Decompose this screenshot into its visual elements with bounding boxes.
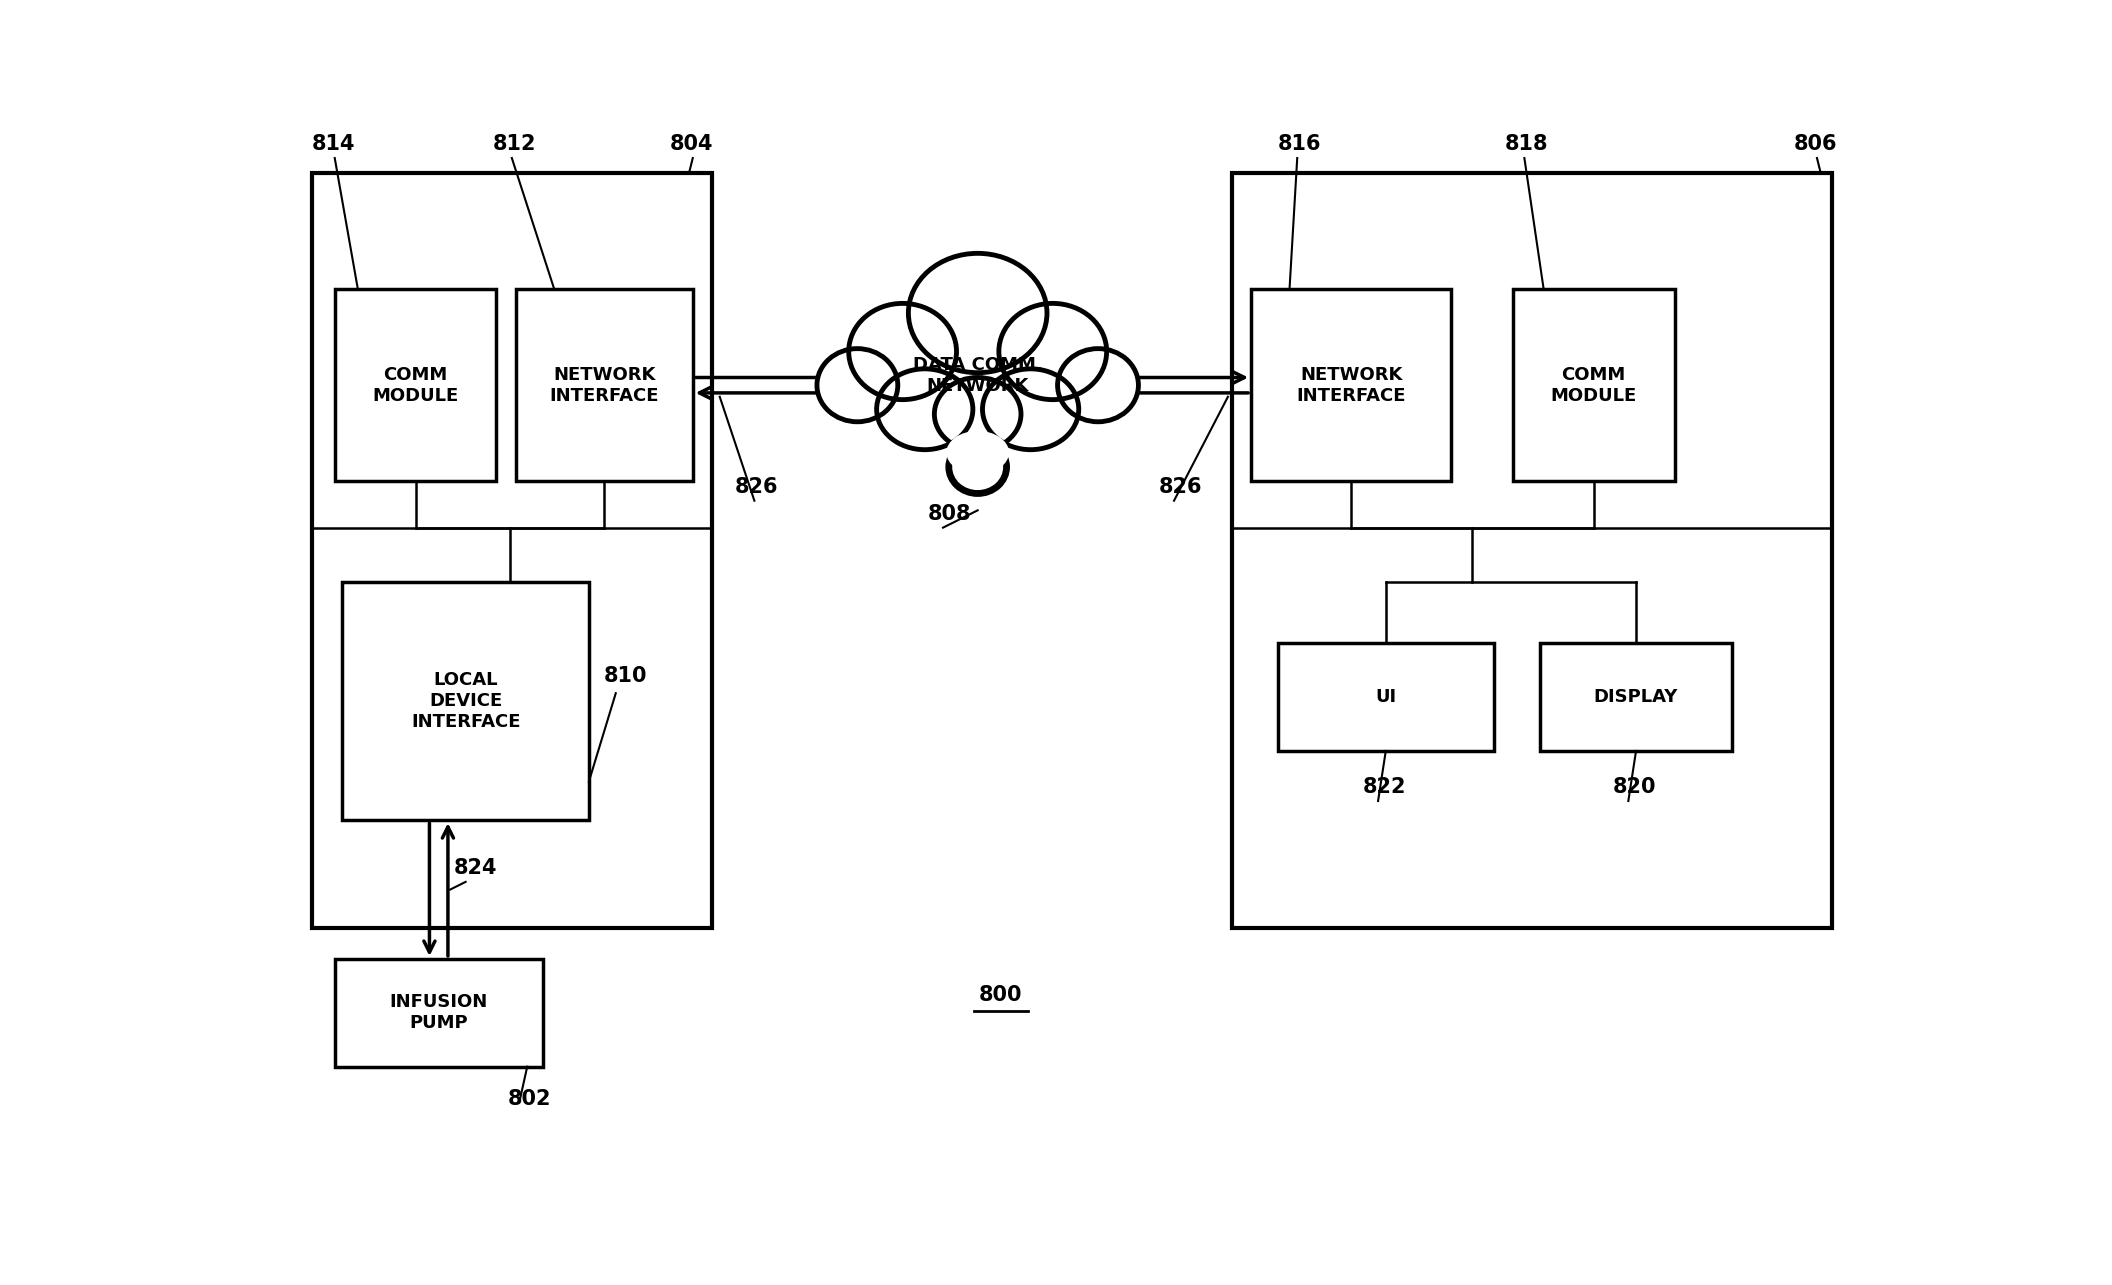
Text: 812: 812 bbox=[492, 134, 536, 154]
Bar bbox=[1540, 644, 1732, 750]
Text: INFUSION
PUMP: INFUSION PUMP bbox=[389, 993, 488, 1032]
Text: COMM
MODULE: COMM MODULE bbox=[1550, 366, 1637, 405]
Text: 804: 804 bbox=[670, 134, 714, 154]
Bar bbox=[1231, 173, 1833, 928]
Ellipse shape bbox=[946, 430, 1010, 474]
Bar bbox=[334, 289, 496, 482]
Text: 826: 826 bbox=[1159, 477, 1202, 497]
Bar bbox=[342, 582, 589, 820]
Text: 802: 802 bbox=[509, 1088, 551, 1109]
Text: 808: 808 bbox=[927, 504, 972, 524]
Ellipse shape bbox=[999, 303, 1107, 400]
Text: 814: 814 bbox=[313, 134, 355, 154]
Bar bbox=[313, 173, 712, 928]
Ellipse shape bbox=[849, 303, 957, 400]
Ellipse shape bbox=[817, 348, 898, 421]
Bar bbox=[1250, 289, 1451, 482]
Text: 800: 800 bbox=[980, 986, 1022, 1005]
Text: DATA COMM.
NETWORK: DATA COMM. NETWORK bbox=[912, 356, 1043, 394]
Text: 824: 824 bbox=[454, 858, 498, 878]
Text: 810: 810 bbox=[604, 666, 648, 685]
Text: 818: 818 bbox=[1506, 134, 1548, 154]
Text: 820: 820 bbox=[1614, 777, 1656, 797]
Text: NETWORK
INTERFACE: NETWORK INTERFACE bbox=[1297, 366, 1407, 405]
Bar bbox=[334, 959, 543, 1067]
Ellipse shape bbox=[948, 441, 1007, 493]
Text: 826: 826 bbox=[735, 477, 779, 497]
Text: 806: 806 bbox=[1793, 134, 1837, 154]
Bar bbox=[1278, 644, 1493, 750]
Bar bbox=[1512, 289, 1675, 482]
Text: 822: 822 bbox=[1362, 777, 1407, 797]
Ellipse shape bbox=[934, 378, 1020, 451]
Text: 816: 816 bbox=[1278, 134, 1322, 154]
Ellipse shape bbox=[876, 369, 974, 450]
Text: LOCAL
DEVICE
INTERFACE: LOCAL DEVICE INTERFACE bbox=[412, 671, 520, 731]
Ellipse shape bbox=[1058, 348, 1138, 421]
Ellipse shape bbox=[908, 253, 1048, 373]
Bar bbox=[515, 289, 693, 482]
Text: UI: UI bbox=[1375, 687, 1396, 705]
Ellipse shape bbox=[982, 369, 1079, 450]
Text: NETWORK
INTERFACE: NETWORK INTERFACE bbox=[549, 366, 659, 405]
Text: COMM
MODULE: COMM MODULE bbox=[372, 366, 458, 405]
Text: DISPLAY: DISPLAY bbox=[1595, 687, 1679, 705]
